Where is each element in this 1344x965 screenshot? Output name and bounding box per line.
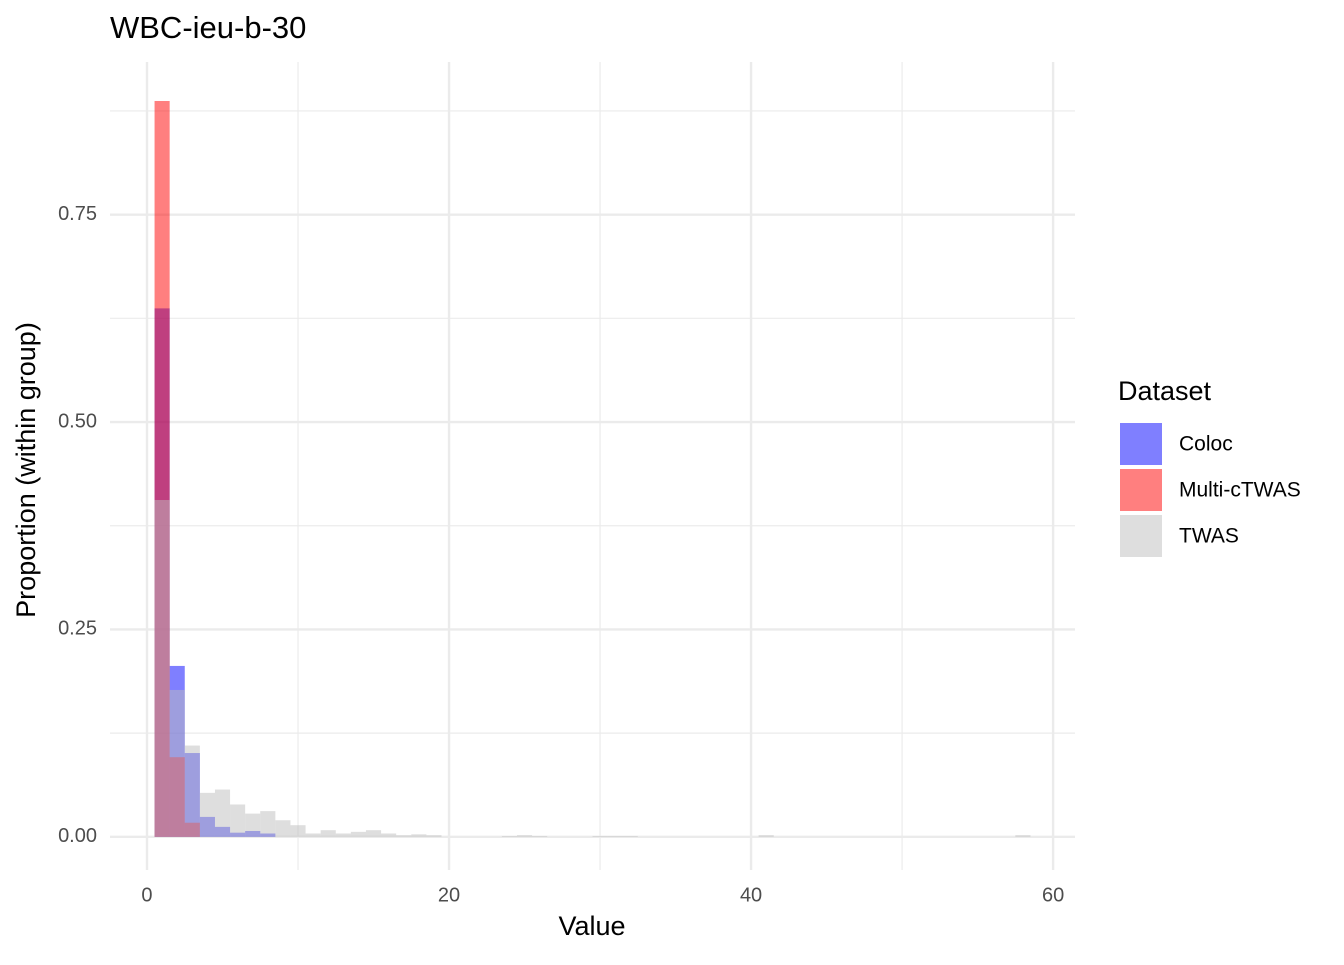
histogram-bar	[260, 811, 276, 837]
histogram-bar	[381, 833, 397, 837]
histogram-bar	[245, 813, 261, 837]
legend-label: Coloc	[1179, 433, 1233, 456]
histogram-bar	[758, 835, 774, 837]
histogram-bar	[622, 835, 638, 837]
histogram-bar	[199, 792, 215, 837]
y-tick-label: 0.00	[58, 825, 97, 847]
histogram-bar	[516, 835, 533, 837]
legend-key	[1120, 515, 1162, 557]
legend-key	[1120, 423, 1162, 465]
legend-label: TWAS	[1179, 525, 1239, 548]
legend-label: Multi-cTWAS	[1179, 479, 1301, 502]
x-tick-label: 60	[1042, 884, 1064, 906]
histogram-bar	[532, 835, 548, 837]
histogram-bar	[365, 830, 382, 837]
y-tick-label: 0.25	[58, 618, 97, 640]
legend-key	[1120, 469, 1162, 511]
chart-title: WBC-ieu-b-30	[110, 10, 306, 45]
legend-title: Dataset	[1118, 376, 1212, 406]
y-tick-label: 0.50	[58, 410, 97, 432]
histogram-bar	[184, 745, 200, 837]
histogram-bar	[214, 789, 231, 837]
histogram-bar	[290, 825, 306, 837]
histogram-bar	[305, 833, 321, 837]
histogram-bar	[607, 835, 623, 837]
histogram-bar	[335, 833, 351, 837]
histogram-bar	[275, 820, 291, 837]
histogram-bar	[320, 830, 336, 837]
histogram-bar	[426, 835, 442, 837]
x-tick-label: 40	[740, 884, 762, 906]
x-tick-label: 0	[141, 884, 152, 906]
x-axis-title: Value	[558, 911, 625, 941]
histogram-bar	[1015, 835, 1031, 837]
y-axis-title: Proportion (within group)	[11, 322, 41, 618]
histogram-bar	[230, 804, 246, 837]
histogram-bar	[501, 835, 517, 837]
histogram-bar	[154, 500, 170, 837]
histogram-bar	[592, 835, 608, 837]
y-tick-label: 0.75	[58, 203, 97, 225]
histogram-bar	[350, 831, 366, 837]
histogram-bar	[411, 834, 427, 837]
histogram-bar	[169, 689, 185, 837]
histogram-bar	[396, 835, 412, 837]
x-tick-label: 20	[438, 884, 460, 906]
